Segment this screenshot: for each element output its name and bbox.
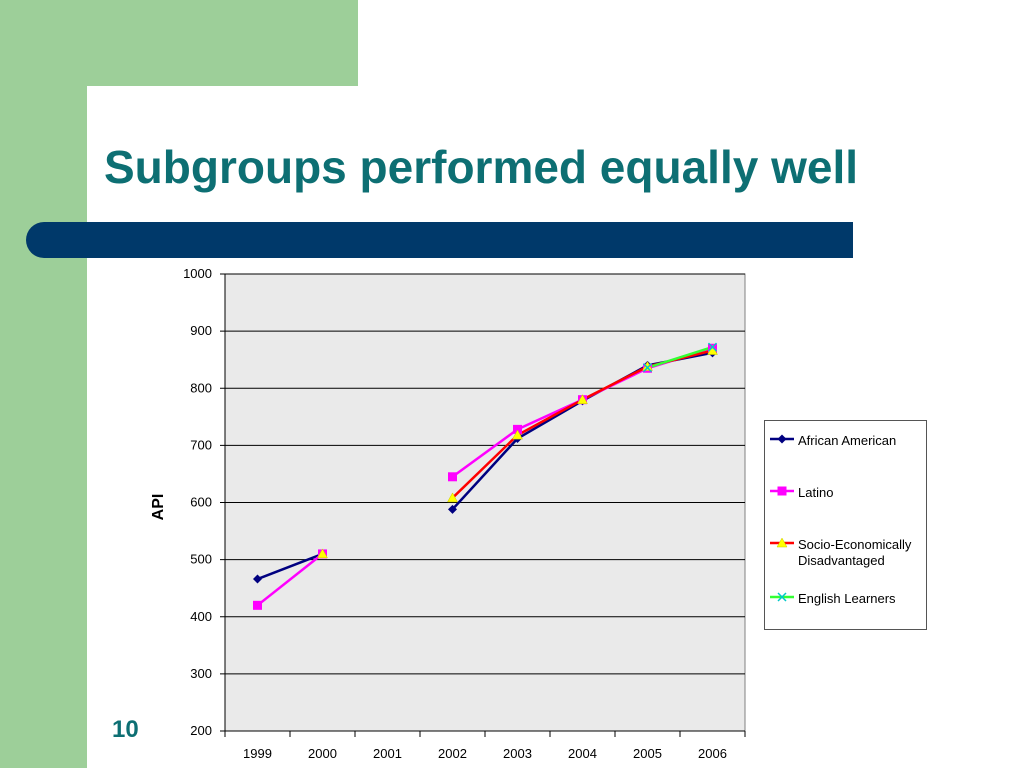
series-line-latino xyxy=(256,552,324,607)
x-tick-label: 2002 xyxy=(438,746,467,761)
data-point-african-american xyxy=(448,504,457,514)
y-tick-label: 700 xyxy=(190,437,212,452)
x-tick-label: 2001 xyxy=(373,746,402,761)
data-point-latino xyxy=(253,600,262,610)
x-tick-label: 2003 xyxy=(503,746,532,761)
y-tick-label: 300 xyxy=(190,666,212,681)
series-line-african-american xyxy=(257,552,323,581)
data-point-latino xyxy=(448,472,457,482)
legend-label: Latino xyxy=(798,485,834,500)
chart-legend: African American Latino Socio-Economically… xyxy=(764,420,927,630)
data-point-english-learners xyxy=(707,342,718,352)
accent-strip-top xyxy=(0,0,358,86)
x-tick-label: 2005 xyxy=(633,746,662,761)
x-tick-label: 2000 xyxy=(308,746,337,761)
title-underline-bar xyxy=(26,222,853,258)
y-tick-label: 800 xyxy=(190,380,212,395)
accent-strip-left xyxy=(0,0,87,768)
slide-title: Subgroups performed equally well xyxy=(104,141,859,193)
x-tick-label: 1999 xyxy=(243,746,272,761)
data-point-african-american xyxy=(253,574,262,584)
data-point-latino xyxy=(513,424,522,434)
legend-swatch xyxy=(770,434,794,444)
slide-number: 10 xyxy=(112,716,139,743)
legend-label: African American xyxy=(798,433,897,448)
legend-label: Socio-Economically Disadvantaged xyxy=(798,537,912,568)
y-axis-label: API xyxy=(150,494,167,521)
data-point-socio-economically-disadvantaged xyxy=(577,394,588,404)
data-point-english-learners xyxy=(642,363,653,373)
data-point-socio-economically-disadvantaged xyxy=(512,429,523,440)
series-line-english-learners xyxy=(647,345,713,369)
content-corner xyxy=(87,86,207,206)
x-tick-label: 2006 xyxy=(698,746,727,761)
legend-swatch xyxy=(770,592,794,602)
legend-swatch xyxy=(770,486,794,496)
data-point-socio-economically-disadvantaged xyxy=(447,492,458,503)
y-tick-label: 400 xyxy=(190,609,212,624)
x-tick-label: 2004 xyxy=(568,746,597,761)
y-tick-label: 500 xyxy=(190,552,212,567)
y-tick-label: 200 xyxy=(190,723,212,738)
legend-label: English Learners xyxy=(798,591,896,606)
y-tick-label: 600 xyxy=(190,495,212,510)
y-tick-label: 900 xyxy=(190,323,212,338)
legend-swatch xyxy=(770,537,794,548)
y-tick-label: 1000 xyxy=(183,266,212,281)
data-point-socio-economically-disadvantaged xyxy=(317,548,328,559)
